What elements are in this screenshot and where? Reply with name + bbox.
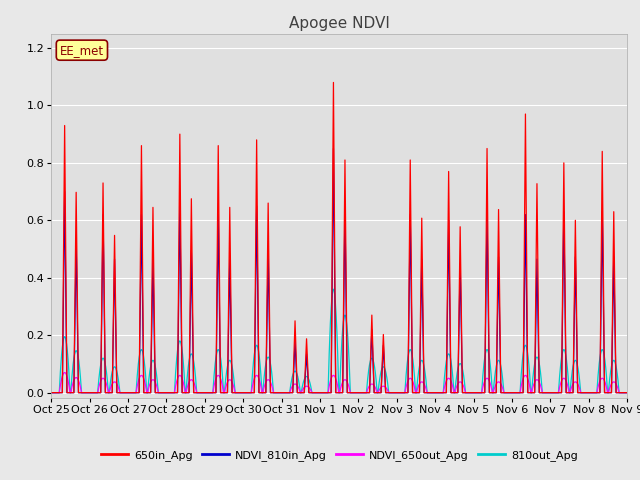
Title: Apogee NDVI: Apogee NDVI: [289, 16, 390, 31]
Legend: 650in_Apg, NDVI_810in_Apg, NDVI_650out_Apg, 810out_Apg: 650in_Apg, NDVI_810in_Apg, NDVI_650out_A…: [96, 446, 582, 466]
Text: EE_met: EE_met: [60, 44, 104, 57]
